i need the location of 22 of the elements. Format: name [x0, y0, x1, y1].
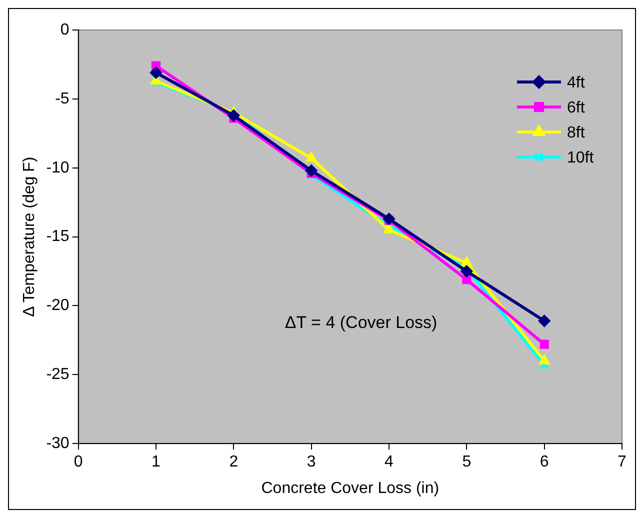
- x-tick-label: 6: [540, 454, 549, 471]
- y-tick-label: -15: [46, 228, 70, 246]
- legend-label: 10ft: [567, 149, 594, 166]
- x-tick-label: 0: [74, 454, 83, 471]
- annotation: ΔT = 4 (Cover Loss): [284, 312, 438, 332]
- y-axis-title: Δ Temperature (deg F): [21, 156, 38, 317]
- y-tick-label: -30: [46, 435, 70, 452]
- y-tick-label: -10: [46, 159, 70, 176]
- x-tick-label: 4: [384, 454, 394, 471]
- y-tick-label: -5: [55, 90, 70, 108]
- y-tick-label: 0: [60, 21, 70, 38]
- x-tick-label: 7: [618, 454, 627, 471]
- x-tick-label: 2: [229, 454, 238, 471]
- legend-label: 8ft: [567, 124, 586, 142]
- x-tick-label: 5: [462, 454, 472, 471]
- x-tick-label: 1: [152, 454, 161, 471]
- y-tick-label: -20: [46, 297, 70, 314]
- y-tick-label: -25: [46, 366, 70, 384]
- legend-label: 4ft: [567, 74, 586, 92]
- x-axis-title: Concrete Cover Loss (in): [261, 480, 440, 497]
- legend-label: 6ft: [567, 99, 586, 116]
- x-tick-label: 3: [306, 454, 316, 471]
